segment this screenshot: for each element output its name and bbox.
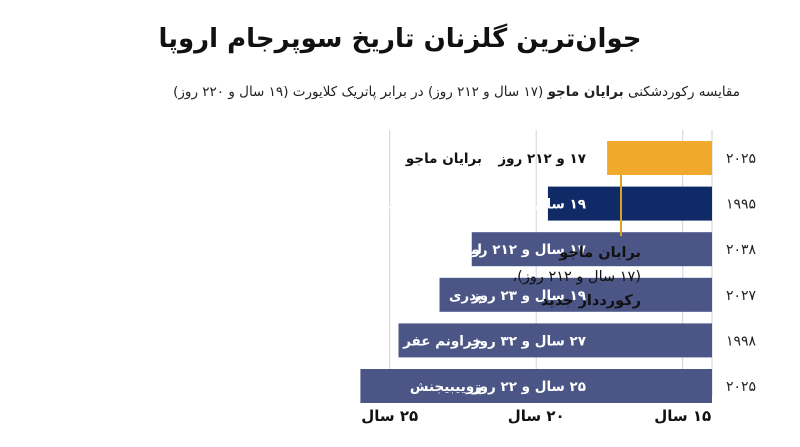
bar	[471, 232, 712, 267]
bar-name-label: زوییبیجنش	[410, 379, 482, 395]
bar	[547, 186, 712, 221]
annotation-name: برایان ماجو	[558, 245, 641, 261]
bar-value-label: ۱۹ سال و ۲۳ روز	[471, 288, 586, 304]
subtitle-prefix: مقایسه رکوردشکنی	[623, 84, 740, 100]
year-label: ۲۰۲۵	[726, 379, 756, 395]
chart-title: جوان‌ترین گلزنان تاریخ سوپرجام اروپا	[158, 24, 642, 54]
bar	[360, 369, 712, 403]
bar-value-label: ۱۹ سال و ۲۲۰ روز	[463, 197, 586, 213]
bar	[398, 323, 712, 358]
subtitle-bold-name: برایان ماجو	[547, 84, 624, 100]
annotation-age: (۱۷ سال و ۲۱۲ روز)،	[512, 269, 641, 285]
year-label: ۱۹۹۵	[726, 197, 756, 213]
year-label: ۲۰۲۷	[726, 288, 757, 304]
subtitle-suffix: (۱۷ سال و ۲۱۲ روز) در برابر پاتریک کلایو…	[173, 84, 548, 100]
bar-value-label: ۲۵ سال و ۲۲ روز	[471, 379, 586, 395]
x-tick-label: ۱۵ سال	[654, 407, 711, 425]
bar-name-label: پاتریک کلایورت	[382, 197, 482, 213]
bar-name-label: پدری	[449, 288, 482, 304]
bar-value-label: ۱۷ و ۲۱۲ روز	[497, 151, 586, 167]
year-label: ۲۰۳۸	[726, 242, 757, 258]
x-tick-label: ۲۵ سال	[361, 407, 418, 425]
year-label: ۲۰۲۵	[726, 151, 756, 167]
annotation-record: رکورددار جدید	[541, 293, 641, 309]
chart-subtitle: مقایسه رکوردشکنی برایان ماجو (۱۷ سال و ۲…	[60, 84, 740, 100]
bar-value-label: ۱۷ سال و ۲۱۲ روز	[463, 242, 587, 258]
bar-name-label: لیونل مسی	[405, 242, 482, 258]
bar	[607, 141, 712, 175]
bar-name-label: برایان ماجو	[405, 151, 482, 167]
year-label: ۱۹۹۸	[726, 333, 757, 349]
bar	[439, 277, 712, 312]
bar-value-label: ۲۷ سال و ۳۲ روز	[471, 333, 587, 349]
bar-name-label: خراونم عفر	[402, 333, 482, 349]
x-tick-label: ۲۰ سال	[508, 407, 565, 425]
